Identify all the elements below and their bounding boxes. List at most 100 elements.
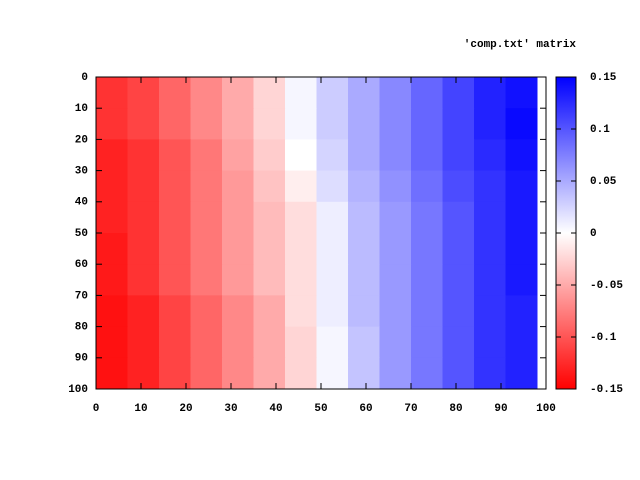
heat-cell <box>253 201 286 234</box>
heat-cell <box>411 108 443 140</box>
heat-cell <box>159 139 191 172</box>
heat-cell <box>348 108 380 140</box>
heat-cell <box>348 170 380 203</box>
heat-cell <box>253 139 286 172</box>
y-tick-label: 0 <box>81 72 88 84</box>
heat-cell <box>127 357 160 390</box>
heat-cell <box>411 233 443 265</box>
heat-cell <box>96 201 128 234</box>
x-tick-label: 90 <box>494 403 507 415</box>
heat-cell <box>316 170 349 203</box>
heat-cell <box>159 264 191 296</box>
heat-cell <box>316 139 349 172</box>
heat-cell <box>96 108 128 140</box>
x-tick-label: 10 <box>134 403 147 415</box>
y-tick-label: 20 <box>75 134 88 146</box>
y-tick-label: 90 <box>75 353 88 365</box>
heat-cell <box>348 357 380 390</box>
heat-cell <box>127 326 160 359</box>
heat-cell <box>127 77 160 109</box>
colorbar-tick-label: 0.1 <box>590 124 610 136</box>
y-tick-label: 40 <box>75 197 88 209</box>
heat-cell <box>505 357 538 390</box>
colorbar-tick-label: 0.05 <box>590 176 617 188</box>
heat-cell <box>253 233 286 265</box>
heat-cell <box>285 77 317 109</box>
heat-cell <box>379 326 412 359</box>
heat-cell <box>222 295 254 328</box>
heat-cell <box>411 326 443 359</box>
heat-cell <box>190 264 223 296</box>
heat-cell <box>285 326 317 359</box>
y-tick-label: 100 <box>68 384 88 396</box>
colorbar-tick-label: -0.15 <box>590 384 623 396</box>
heat-cell <box>505 201 538 234</box>
colorbar-tick-label: -0.05 <box>590 280 623 292</box>
heat-cell <box>505 233 538 265</box>
heat-cell <box>96 264 128 296</box>
heat-cell <box>316 201 349 234</box>
heat-cell <box>379 264 412 296</box>
y-tick-label: 10 <box>75 103 88 115</box>
heat-cell <box>190 201 223 234</box>
heat-cell <box>127 139 160 172</box>
heat-cell <box>474 264 506 296</box>
heat-cell <box>285 295 317 328</box>
heat-cell <box>285 170 317 203</box>
heat-cell <box>96 139 128 172</box>
colorbar-tick-label: 0 <box>590 228 597 240</box>
heat-cell <box>505 326 538 359</box>
heat-cell <box>348 264 380 296</box>
heat-cell <box>379 357 412 390</box>
heat-cell <box>474 170 506 203</box>
heat-cell <box>190 170 223 203</box>
heat-cell <box>379 139 412 172</box>
heat-cell <box>316 295 349 328</box>
heat-cell <box>442 295 475 328</box>
heat-cell <box>316 108 349 140</box>
heat-cell <box>411 139 443 172</box>
heat-cell <box>253 108 286 140</box>
heat-cell <box>253 170 286 203</box>
heat-cell <box>316 233 349 265</box>
heat-cell <box>222 170 254 203</box>
y-tick-label: 80 <box>75 322 88 334</box>
heat-cell <box>222 201 254 234</box>
heat-cell <box>379 233 412 265</box>
heat-cell <box>442 264 475 296</box>
heat-cell <box>474 233 506 265</box>
heat-cell <box>253 295 286 328</box>
heat-cell <box>411 264 443 296</box>
heat-cell <box>159 295 191 328</box>
heat-cell <box>222 357 254 390</box>
heat-cell <box>96 326 128 359</box>
heat-cell <box>442 233 475 265</box>
x-tick-label: 50 <box>314 403 327 415</box>
y-tick-label: 30 <box>75 166 88 178</box>
heat-cell <box>348 201 380 234</box>
heat-cell <box>190 139 223 172</box>
x-tick-label: 70 <box>404 403 417 415</box>
heat-cell <box>96 77 128 109</box>
colorbar-tick-label: -0.1 <box>590 332 617 344</box>
heat-cell <box>127 264 160 296</box>
heat-cell <box>348 233 380 265</box>
heat-cell <box>253 326 286 359</box>
heat-cell <box>159 233 191 265</box>
heat-cell <box>474 326 506 359</box>
heat-cell <box>411 170 443 203</box>
heat-cell <box>348 77 380 109</box>
heat-cell <box>159 170 191 203</box>
heat-cell <box>222 108 254 140</box>
heat-cell <box>348 139 380 172</box>
heat-cell <box>411 295 443 328</box>
heat-cell <box>190 77 223 109</box>
x-tick-label: 0 <box>93 403 100 415</box>
heat-cell <box>190 233 223 265</box>
heat-cell <box>127 295 160 328</box>
heat-cell <box>442 326 475 359</box>
heat-cell <box>505 264 538 296</box>
x-tick-label: 40 <box>269 403 282 415</box>
heat-cell <box>190 357 223 390</box>
heat-cell <box>127 170 160 203</box>
